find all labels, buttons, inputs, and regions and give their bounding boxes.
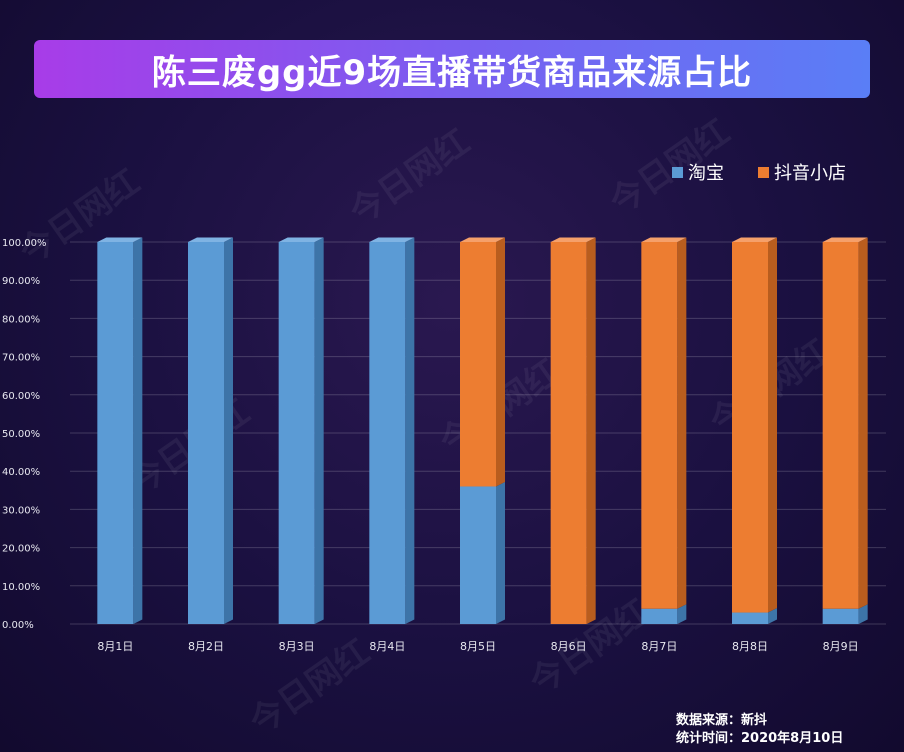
x-tick-label: 8月6日 [551, 640, 587, 653]
bar-taobao-7 [641, 608, 678, 624]
bar-taobao-4 [369, 242, 406, 624]
y-tick-label: 0.00% [2, 620, 34, 631]
bar-top [188, 237, 233, 242]
chart-title: 陈三废gg近9场直播带货商品来源占比 [151, 52, 753, 93]
bar-side [224, 237, 233, 624]
legend-douyin: 抖音小店 [774, 163, 846, 184]
bar-side [677, 604, 687, 624]
data-source: 数据来源：新抖 统计时间：2020年8月10日 [676, 712, 843, 748]
bar-douyin-8 [732, 242, 768, 613]
bar-side [314, 237, 324, 624]
x-tick-label: 8月2日 [188, 640, 224, 653]
bar-top [460, 237, 505, 242]
x-tick-label: 8月9日 [823, 640, 859, 653]
bar-top [97, 237, 143, 242]
bar-taobao-2 [188, 242, 224, 624]
bar-taobao-8 [732, 612, 768, 624]
legend-taobao: 淘宝 [688, 163, 724, 184]
bar-side [133, 237, 143, 624]
legend-swatch [758, 167, 769, 178]
legend-swatch [672, 167, 683, 178]
bar-side [858, 604, 868, 624]
bar-side [405, 237, 415, 624]
y-tick-label: 50.00% [2, 429, 40, 440]
source-line: 数据来源：新抖 [676, 713, 768, 728]
bar-taobao-9 [822, 608, 859, 624]
bar-top [822, 237, 868, 242]
x-tick-label: 8月5日 [460, 640, 496, 653]
bar-side [496, 481, 505, 624]
y-tick-label: 80.00% [2, 314, 40, 325]
bar-douyin-6 [550, 242, 587, 624]
y-tick-label: 10.00% [2, 582, 40, 593]
bar-side [586, 237, 596, 624]
bar-top [641, 237, 687, 242]
bar-taobao-3 [278, 242, 315, 624]
x-tick-label: 8月1日 [97, 640, 133, 653]
title-banner: 陈三废gg近9场直播带货商品来源占比 [34, 40, 870, 98]
bar-side [768, 237, 777, 613]
bar-taobao-5 [460, 486, 496, 624]
bar-douyin-5 [460, 242, 496, 487]
bar-top [369, 237, 415, 242]
bar-douyin-7 [641, 242, 678, 609]
y-tick-label: 70.00% [2, 353, 40, 364]
x-tick-label: 8月8日 [732, 640, 768, 653]
x-tick-label: 8月7日 [641, 640, 677, 653]
bar-side [677, 237, 687, 609]
x-tick-label: 8月4日 [369, 640, 405, 653]
y-tick-label: 100.00% [2, 238, 47, 249]
bar-top [278, 237, 324, 242]
y-tick-label: 20.00% [2, 544, 40, 555]
bar-douyin-9 [822, 242, 859, 609]
bar-side [858, 237, 868, 609]
bar-side [496, 237, 505, 487]
bar-taobao-1 [97, 242, 134, 624]
x-tick-label: 8月3日 [279, 640, 315, 653]
bar-side [768, 608, 777, 624]
bar-top [550, 237, 596, 242]
y-tick-label: 90.00% [2, 276, 40, 287]
y-tick-label: 40.00% [2, 467, 40, 478]
y-tick-label: 60.00% [2, 391, 40, 402]
bar-top [732, 237, 777, 242]
y-tick-label: 30.00% [2, 505, 40, 516]
stat-time-line: 统计时间：2020年8月10日 [676, 731, 844, 746]
